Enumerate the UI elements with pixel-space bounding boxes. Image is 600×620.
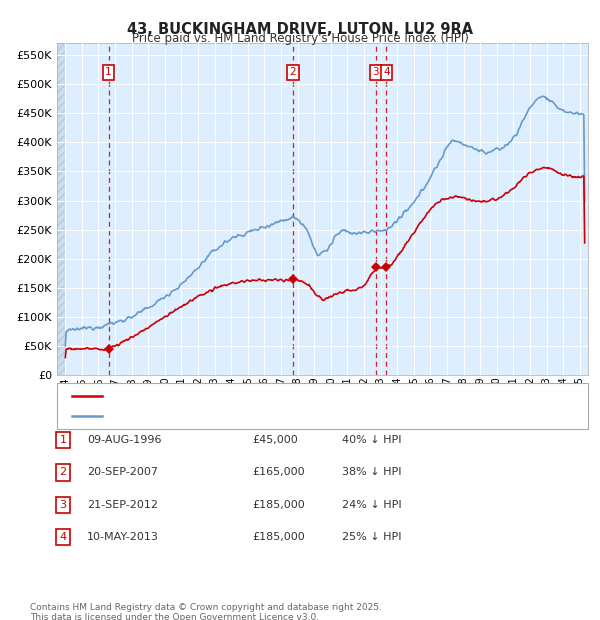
Text: 1: 1 — [59, 435, 67, 445]
Text: Contains HM Land Registry data © Crown copyright and database right 2025.
This d: Contains HM Land Registry data © Crown c… — [30, 603, 382, 620]
Text: 2: 2 — [290, 68, 296, 78]
Text: £185,000: £185,000 — [252, 532, 305, 542]
Text: 4: 4 — [383, 68, 390, 78]
Text: £45,000: £45,000 — [252, 435, 298, 445]
Text: 43, BUCKINGHAM DRIVE, LUTON, LU2 9RA: 43, BUCKINGHAM DRIVE, LUTON, LU2 9RA — [127, 22, 473, 37]
Text: 4: 4 — [59, 532, 67, 542]
Text: Price paid vs. HM Land Registry's House Price Index (HPI): Price paid vs. HM Land Registry's House … — [131, 32, 469, 45]
Text: £165,000: £165,000 — [252, 467, 305, 477]
Text: 3: 3 — [373, 68, 379, 78]
Text: HPI: Average price, detached house, Luton: HPI: Average price, detached house, Luto… — [108, 411, 330, 421]
Text: 21-SEP-2012: 21-SEP-2012 — [87, 500, 158, 510]
Text: 2: 2 — [59, 467, 67, 477]
Text: 25% ↓ HPI: 25% ↓ HPI — [342, 532, 401, 542]
Text: 10-MAY-2013: 10-MAY-2013 — [87, 532, 159, 542]
Text: £185,000: £185,000 — [252, 500, 305, 510]
Text: 38% ↓ HPI: 38% ↓ HPI — [342, 467, 401, 477]
Bar — [57, 43, 65, 375]
Text: 3: 3 — [59, 500, 67, 510]
Text: 09-AUG-1996: 09-AUG-1996 — [87, 435, 161, 445]
Text: 43, BUCKINGHAM DRIVE, LUTON, LU2 9RA (detached house): 43, BUCKINGHAM DRIVE, LUTON, LU2 9RA (de… — [108, 391, 421, 402]
Text: 24% ↓ HPI: 24% ↓ HPI — [342, 500, 401, 510]
Text: 20-SEP-2007: 20-SEP-2007 — [87, 467, 158, 477]
Text: 40% ↓ HPI: 40% ↓ HPI — [342, 435, 401, 445]
Text: 1: 1 — [105, 68, 112, 78]
